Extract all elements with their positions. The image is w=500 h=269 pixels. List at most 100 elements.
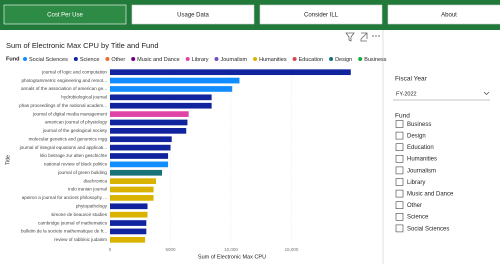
y-tick-label: simone de beauvoir studies xyxy=(51,212,108,217)
y-tick-label: klio beitrage zur alten geschichte xyxy=(40,153,107,158)
tab-label[interactable]: Cost Per Use xyxy=(47,13,83,19)
y-tick-label: annals of the association of american ge… xyxy=(21,86,107,91)
checkbox[interactable] xyxy=(395,131,404,140)
y-tick-label: bulletin de la societe mathematique de f… xyxy=(21,229,107,234)
checkbox[interactable] xyxy=(395,178,404,186)
checkbox-label[interactable]: Music and Dance xyxy=(407,191,454,197)
legend-marker xyxy=(73,57,78,61)
checkbox-label[interactable]: Business xyxy=(407,122,431,128)
bar xyxy=(110,236,146,243)
focus-icon[interactable] xyxy=(360,32,368,42)
legend-label: Journalism xyxy=(220,57,247,63)
bar xyxy=(110,228,147,235)
checkbox-label[interactable]: Other xyxy=(407,203,422,209)
bar xyxy=(110,203,148,210)
bar xyxy=(110,77,240,84)
y-tick-label: journal of green building xyxy=(57,170,107,175)
legend-label: Social Sciences xyxy=(29,57,68,63)
bar xyxy=(110,94,212,101)
checkbox[interactable] xyxy=(395,213,404,221)
report-area xyxy=(0,30,500,264)
filter-icon[interactable] xyxy=(345,32,355,42)
checkbox-label[interactable]: Design xyxy=(407,133,426,139)
tab-button[interactable] xyxy=(387,4,500,25)
x-tick-label: 15,000 xyxy=(285,247,299,252)
legend-label: Other xyxy=(111,57,125,63)
legend-label: Design xyxy=(335,57,352,63)
bar xyxy=(110,178,156,184)
bar xyxy=(110,161,169,168)
legend-label: Business xyxy=(364,57,387,63)
y-tick-label: molecular genetics and genomics mgg xyxy=(29,136,108,141)
y-tick-label: phytopathology xyxy=(76,204,108,209)
bar xyxy=(110,220,147,226)
legend-label: Education xyxy=(299,57,323,63)
legend-label: Music and Dance xyxy=(137,57,180,63)
slicer-title: Fiscal Year xyxy=(395,76,428,83)
tab-button[interactable] xyxy=(259,4,383,25)
checkbox[interactable] xyxy=(395,166,404,175)
bar xyxy=(110,102,212,109)
checkbox-label[interactable]: Humanities xyxy=(407,157,437,163)
tab-label[interactable]: Usage Data xyxy=(177,13,209,19)
checkbox[interactable] xyxy=(395,201,404,209)
legend-marker xyxy=(23,57,27,61)
y-tick-label: journal of the geological society xyxy=(42,128,108,133)
bar xyxy=(110,128,187,134)
bar xyxy=(110,144,171,151)
checkbox[interactable] xyxy=(395,189,404,198)
tab-label[interactable]: Consider ILL xyxy=(304,13,339,19)
checkbox-label[interactable]: Social Sciences xyxy=(407,226,449,232)
chart: Social Sciences Science Other Music and Dan… xyxy=(19,57,387,252)
checkbox-label[interactable]: Journalism xyxy=(407,168,436,174)
y-tick-label: journal of digital media management xyxy=(32,111,108,116)
tab-label[interactable]: About xyxy=(441,13,457,19)
bar xyxy=(110,86,233,92)
more-icon[interactable] xyxy=(372,35,380,37)
y-tick-label: diachronica xyxy=(84,178,108,183)
x-tick-label: 5000 xyxy=(165,247,176,252)
visual-icons xyxy=(345,32,380,42)
legend-label: Humanities xyxy=(259,57,287,63)
checkbox-label[interactable]: Library xyxy=(407,180,425,186)
legend-title: Fund xyxy=(6,56,19,62)
checkbox[interactable] xyxy=(395,120,404,128)
bar xyxy=(110,69,351,76)
checkbox[interactable] xyxy=(395,224,404,233)
legend-marker xyxy=(358,57,363,61)
legend-marker xyxy=(105,57,110,61)
y-tick-label: indo iranian journal xyxy=(68,187,107,192)
bar xyxy=(110,136,172,143)
checkbox-label[interactable]: Science xyxy=(407,215,429,221)
y-axis-title: Title xyxy=(5,155,11,165)
y-tick-label: journal of integral equations and applic… xyxy=(19,145,107,150)
tab-button[interactable] xyxy=(3,4,127,25)
bar xyxy=(110,119,188,126)
y-tick-label: phas proceedings of the national academ.… xyxy=(19,103,107,108)
tab-button[interactable] xyxy=(131,4,255,25)
legend-marker xyxy=(214,57,219,61)
y-tick-label: journal of logic and computation xyxy=(41,69,107,74)
checkbox-label[interactable]: Education xyxy=(407,145,434,151)
dropdown-arrow[interactable] xyxy=(483,91,490,95)
bar xyxy=(110,211,148,218)
legend-label: Science xyxy=(80,57,100,63)
x-tick-label: 0 xyxy=(109,247,112,252)
checkbox[interactable] xyxy=(395,155,404,163)
y-tick-label: american journal of physiology xyxy=(45,120,108,125)
checkbox[interactable] xyxy=(395,143,404,151)
fund-slicer: Business Design Education Humanities Journal… xyxy=(395,120,454,233)
legend-marker xyxy=(329,57,334,61)
dropdown-value[interactable]: FY-2022 xyxy=(396,91,417,97)
y-tick-label: national review of black politics xyxy=(44,162,108,167)
x-tick-label: 10,000 xyxy=(224,247,238,252)
legend-marker xyxy=(185,57,190,61)
legend-label: Library xyxy=(192,57,209,63)
tab-bar: Cost Per Use Usage Data Consider ILL About xyxy=(3,4,500,25)
y-tick-label: review of rabbinic judaism xyxy=(54,237,107,242)
bar xyxy=(110,153,169,159)
x-axis-title: Sum of Electronic Max CPU xyxy=(198,254,266,260)
bar xyxy=(110,169,163,176)
bar xyxy=(110,111,189,117)
